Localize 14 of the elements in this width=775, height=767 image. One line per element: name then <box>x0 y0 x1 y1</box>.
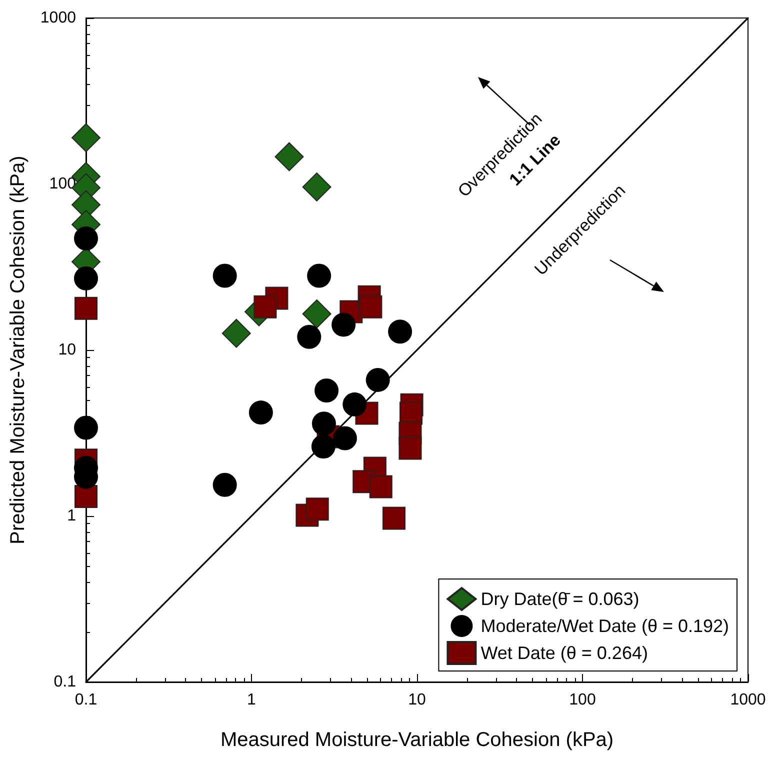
x-tick-label: 0.1 <box>74 692 98 708</box>
x-tick-label: 1000 <box>730 692 766 708</box>
legend-label: Wet Date (θ = 0.264) <box>480 643 648 663</box>
x-tick-label: 10 <box>408 692 426 708</box>
x-axis-title: Measured Moisture-Variable Cohesion (kPa) <box>220 729 614 751</box>
x-tick-label: 100 <box>569 692 596 708</box>
legend-label: Dry Date(θ̄ = 0.063) <box>480 589 640 609</box>
y-tick-label: 10 <box>58 342 76 358</box>
y-tick-label: 1000 <box>40 10 76 26</box>
y-axis-title: Predicted Moisture-Variable Cohesion (kPa) <box>7 156 29 544</box>
x-tick-label: 1 <box>247 692 256 708</box>
y-tick-label: 1 <box>67 508 76 524</box>
legend-label: Moderate/Wet Date (θ = 0.192) <box>480 616 730 636</box>
y-tick-label: 0.1 <box>54 674 76 690</box>
